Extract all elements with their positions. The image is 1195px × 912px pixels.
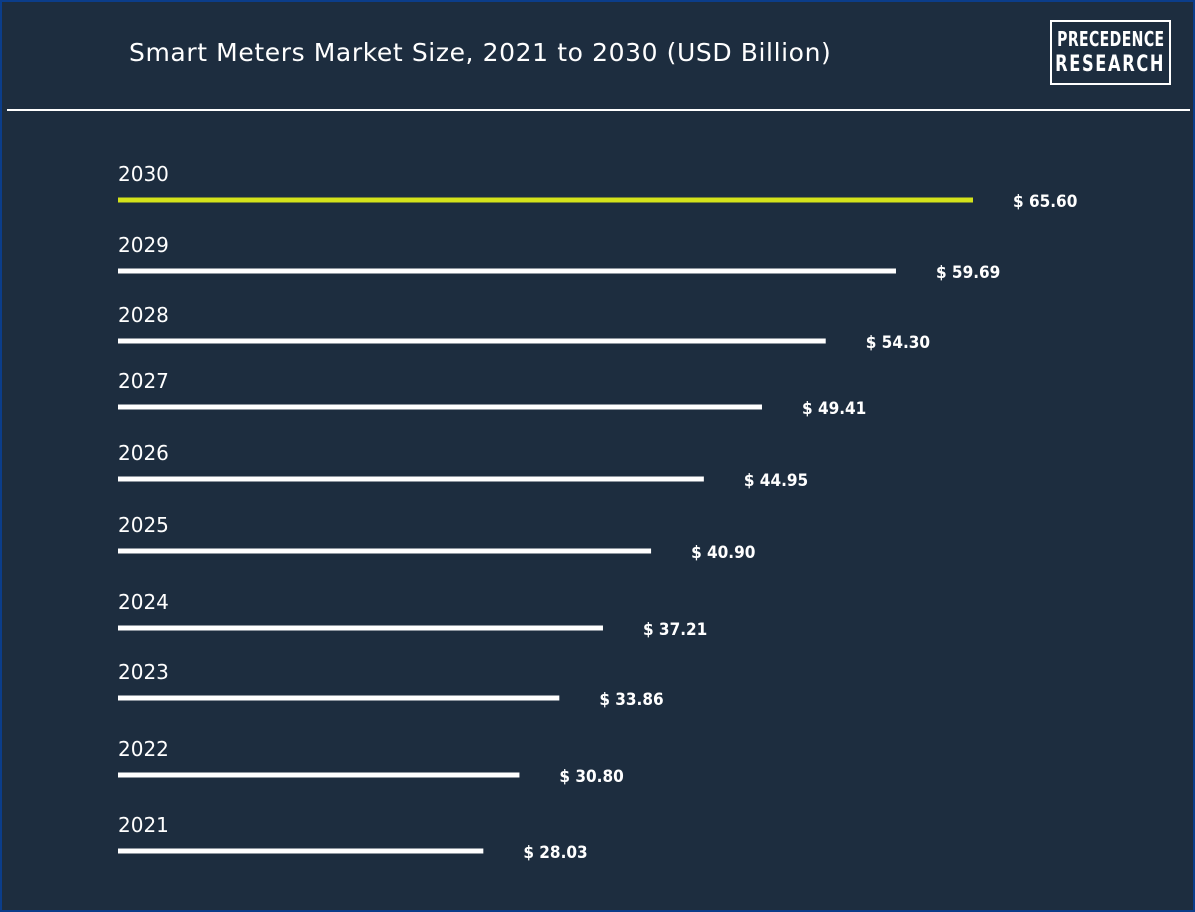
- category-label-2027: 2027: [118, 369, 169, 393]
- bar-2024: [118, 625, 603, 631]
- value-label-2021: $ 28.03: [523, 843, 587, 863]
- bar-2028: [118, 338, 826, 344]
- value-label-2022: $ 30.80: [559, 767, 623, 787]
- bar-2023: [118, 695, 560, 701]
- brand-logo: PRECEDENCE RESEARCH: [1050, 20, 1171, 85]
- logo-line-2: RESEARCH: [1055, 52, 1166, 77]
- category-label-2023: 2023: [118, 660, 169, 684]
- value-label-2024: $ 37.21: [643, 620, 707, 640]
- category-label-2028: 2028: [118, 303, 169, 327]
- chart-title: Smart Meters Market Size, 2021 to 2030 (…: [129, 38, 832, 67]
- category-label-2025: 2025: [118, 513, 169, 537]
- category-label-2029: 2029: [118, 233, 169, 257]
- value-label-2030: $ 65.60: [1013, 192, 1077, 212]
- bar-2022: [118, 772, 520, 778]
- bar-2025: [118, 548, 652, 554]
- category-label-2026: 2026: [118, 441, 169, 465]
- value-label-2026: $ 44.95: [744, 471, 808, 491]
- bar-2021: [118, 848, 484, 854]
- value-label-2027: $ 49.41: [802, 399, 866, 419]
- bar-2027: [118, 404, 762, 410]
- value-label-2028: $ 54.30: [866, 333, 930, 353]
- category-label-2022: 2022: [118, 737, 169, 761]
- bar-2026: [118, 476, 704, 482]
- value-label-2023: $ 33.86: [599, 690, 663, 710]
- category-label-2024: 2024: [118, 590, 169, 614]
- category-label-2030: 2030: [118, 162, 169, 186]
- title-divider: [7, 109, 1190, 111]
- value-label-2029: $ 59.69: [936, 263, 1000, 283]
- bar-2030: [118, 197, 973, 203]
- bar-2029: [118, 268, 896, 274]
- value-label-2025: $ 40.90: [691, 543, 755, 563]
- logo-line-1: PRECEDENCE: [1056, 27, 1165, 51]
- category-label-2021: 2021: [118, 813, 169, 837]
